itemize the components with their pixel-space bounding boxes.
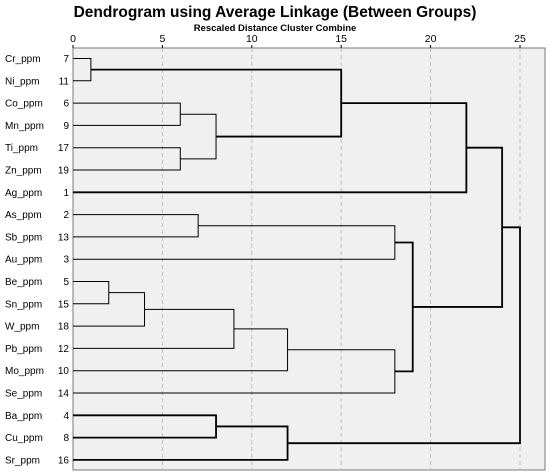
leaf-label-Co_ppm: Co_ppm — [5, 99, 43, 110]
leaf-case-19: 19 — [58, 166, 70, 177]
leaf-case-16: 16 — [58, 455, 70, 466]
leaf-case-5: 5 — [63, 277, 69, 288]
leaf-label-Pb_ppm: Pb_ppm — [5, 344, 42, 355]
leaf-label-As_ppm: As_ppm — [5, 210, 42, 221]
leaf-label-Cr_ppm: Cr_ppm — [5, 54, 41, 65]
merge-branch-S — [287, 226, 521, 445]
leaf-label-Cu_ppm: Cu_ppm — [5, 433, 43, 444]
leaf-case-4: 4 — [63, 411, 69, 422]
leaf-case-1: 1 — [63, 188, 69, 199]
leaf-label-Mo_ppm: Mo_ppm — [5, 366, 44, 377]
leaf-case-18: 18 — [58, 322, 70, 333]
leaf-label-Sb_ppm: Sb_ppm — [5, 232, 42, 243]
leaf-case-14: 14 — [58, 389, 70, 400]
leaf-label-Sr_ppm: Sr_ppm — [5, 455, 40, 466]
leaf-case-7: 7 — [63, 54, 69, 65]
leaf-case-8: 8 — [63, 433, 69, 444]
tick-label-20: 20 — [425, 33, 437, 45]
leaf-case-17: 17 — [58, 143, 70, 154]
leaf-label-W_ppm: W_ppm — [5, 322, 39, 333]
leaf-case-13: 13 — [58, 232, 70, 243]
dendrogram-branches — [73, 58, 521, 461]
x-axis: 0 5 10 15 20 25 — [70, 33, 526, 48]
leaf-label-Ni_ppm: Ni_ppm — [5, 76, 39, 87]
leaf-label-Ba_ppm: Ba_ppm — [5, 411, 42, 422]
leaf-label-Mn_ppm: Mn_ppm — [5, 121, 44, 132]
leaf-case-15: 15 — [58, 299, 70, 310]
leaf-label-Ag_ppm: Ag_ppm — [5, 188, 42, 199]
leaf-case-6: 6 — [63, 99, 69, 110]
tick-label-0: 0 — [70, 33, 76, 45]
leaf-case-2: 2 — [63, 210, 69, 221]
tick-label-25: 25 — [514, 33, 526, 45]
leaf-label-Sn_ppm: Sn_ppm — [5, 299, 42, 310]
leaf-case-12: 12 — [58, 344, 70, 355]
tick-label-15: 15 — [335, 33, 347, 45]
leaf-case-3: 3 — [63, 255, 69, 266]
leaf-case-9: 9 — [63, 121, 69, 132]
chart-title: Dendrogram using Average Linkage (Betwee… — [73, 4, 477, 21]
chart-subtitle: Rescaled Distance Cluster Combine — [193, 23, 357, 34]
leaf-label-Zn_ppm: Zn_ppm — [5, 166, 42, 177]
leaf-label-Ti_ppm: Ti_ppm — [5, 143, 38, 154]
leaf-case-11: 11 — [59, 76, 70, 87]
tick-label-10: 10 — [246, 33, 258, 45]
leaf-label-Se_ppm: Se_ppm — [5, 389, 42, 400]
leaf-labels: Cr_ppm 7 Ni_ppm 11 Co_ppm 6 Mn_ppm 9 Ti_ppm 17 Zn_… — [5, 54, 69, 466]
tick-label-5: 5 — [159, 33, 165, 45]
leaf-label-Au_ppm: Au_ppm — [5, 255, 42, 266]
leaf-label-Be_ppm: Be_ppm — [5, 277, 42, 288]
leaf-case-10: 10 — [58, 366, 70, 377]
